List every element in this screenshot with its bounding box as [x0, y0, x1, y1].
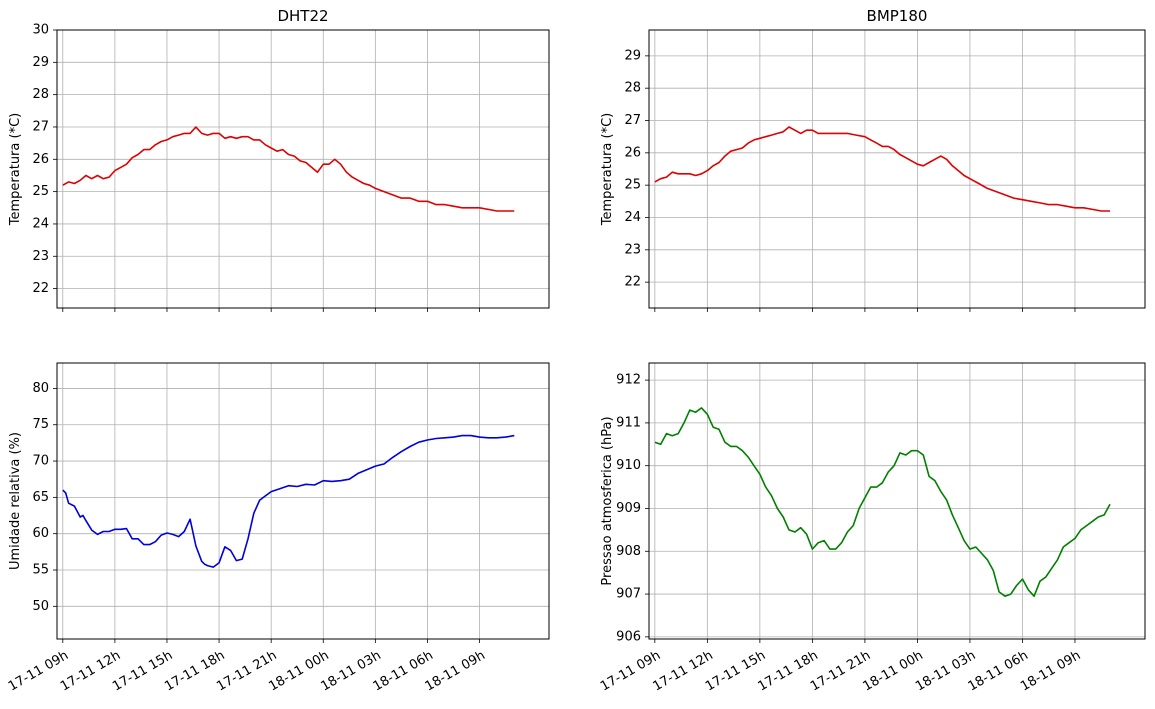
subplot-2: 22 23 24 25 26 27 28 29 BMP180 Temperatura (*C) — [600, 7, 1146, 312]
y-axis-label: Temperatura (*C) — [600, 113, 615, 226]
x-tick-label: 18-11 09h — [423, 648, 488, 694]
y-tick-label: 906 — [616, 629, 641, 644]
series-line-1 — [62, 126, 515, 212]
y-tick-label: 909 — [616, 501, 641, 516]
y-tick-label: 50 — [32, 599, 49, 614]
y-tick-label: 80 — [32, 381, 49, 396]
y-tick-label: 25 — [32, 184, 49, 199]
plot-frame — [648, 362, 1146, 640]
y-tick-label: 23 — [32, 249, 49, 264]
y-tick-label: 65 — [32, 490, 49, 505]
y-axis-label: Temperatura (*C) — [8, 113, 23, 226]
y-tick-label: 75 — [32, 417, 49, 432]
plot-frame — [56, 29, 550, 309]
y-axis-label: Umidade relativa (%) — [8, 432, 23, 570]
y-tick-label: 26 — [32, 152, 49, 167]
series-line-1 — [654, 407, 1111, 598]
y-tick-label: 908 — [616, 544, 641, 559]
y-tick-label: 29 — [624, 48, 641, 63]
y-tick-label: 24 — [624, 210, 641, 225]
y-tick-label: 23 — [624, 242, 641, 257]
chart-title: BMP180 — [867, 7, 928, 25]
plot-frame — [56, 362, 550, 640]
chart-title: DHT22 — [277, 7, 328, 25]
y-tick-label: 55 — [32, 563, 49, 578]
subplot-1: 22 23 24 25 26 27 28 29 30 DHT22 Temperatura (*C) — [8, 7, 550, 312]
y-tick-label: 25 — [624, 178, 641, 193]
y-tick-label: 910 — [616, 458, 641, 473]
y-tick-label: 27 — [32, 119, 49, 134]
y-tick-label: 28 — [624, 81, 641, 96]
series-line-1 — [62, 434, 515, 568]
y-tick-label: 60 — [32, 526, 49, 541]
y-tick-label: 30 — [32, 23, 49, 38]
y-tick-label: 907 — [616, 587, 641, 602]
y-tick-label: 70 — [32, 454, 49, 469]
y-tick-label: 28 — [32, 87, 49, 102]
series-line-1 — [654, 126, 1110, 212]
x-tick-label: 18-11 09h — [1018, 648, 1083, 694]
y-tick-label: 22 — [624, 275, 641, 290]
y-tick-label: 912 — [616, 373, 641, 388]
y-tick-label: 22 — [32, 281, 49, 296]
y-tick-label: 911 — [616, 415, 641, 430]
y-tick-label: 27 — [624, 113, 641, 128]
plot-frame — [648, 29, 1146, 309]
y-tick-label: 29 — [32, 55, 49, 70]
y-tick-label: 24 — [32, 216, 49, 231]
y-tick-label: 26 — [624, 145, 641, 160]
y-axis-label: Pressao atmosferica (hPa) — [600, 416, 615, 585]
